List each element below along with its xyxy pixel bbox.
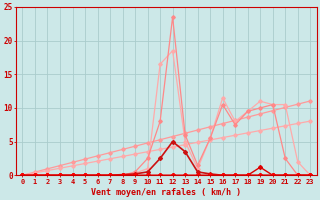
X-axis label: Vent moyen/en rafales ( km/h ): Vent moyen/en rafales ( km/h ) [92,188,241,197]
